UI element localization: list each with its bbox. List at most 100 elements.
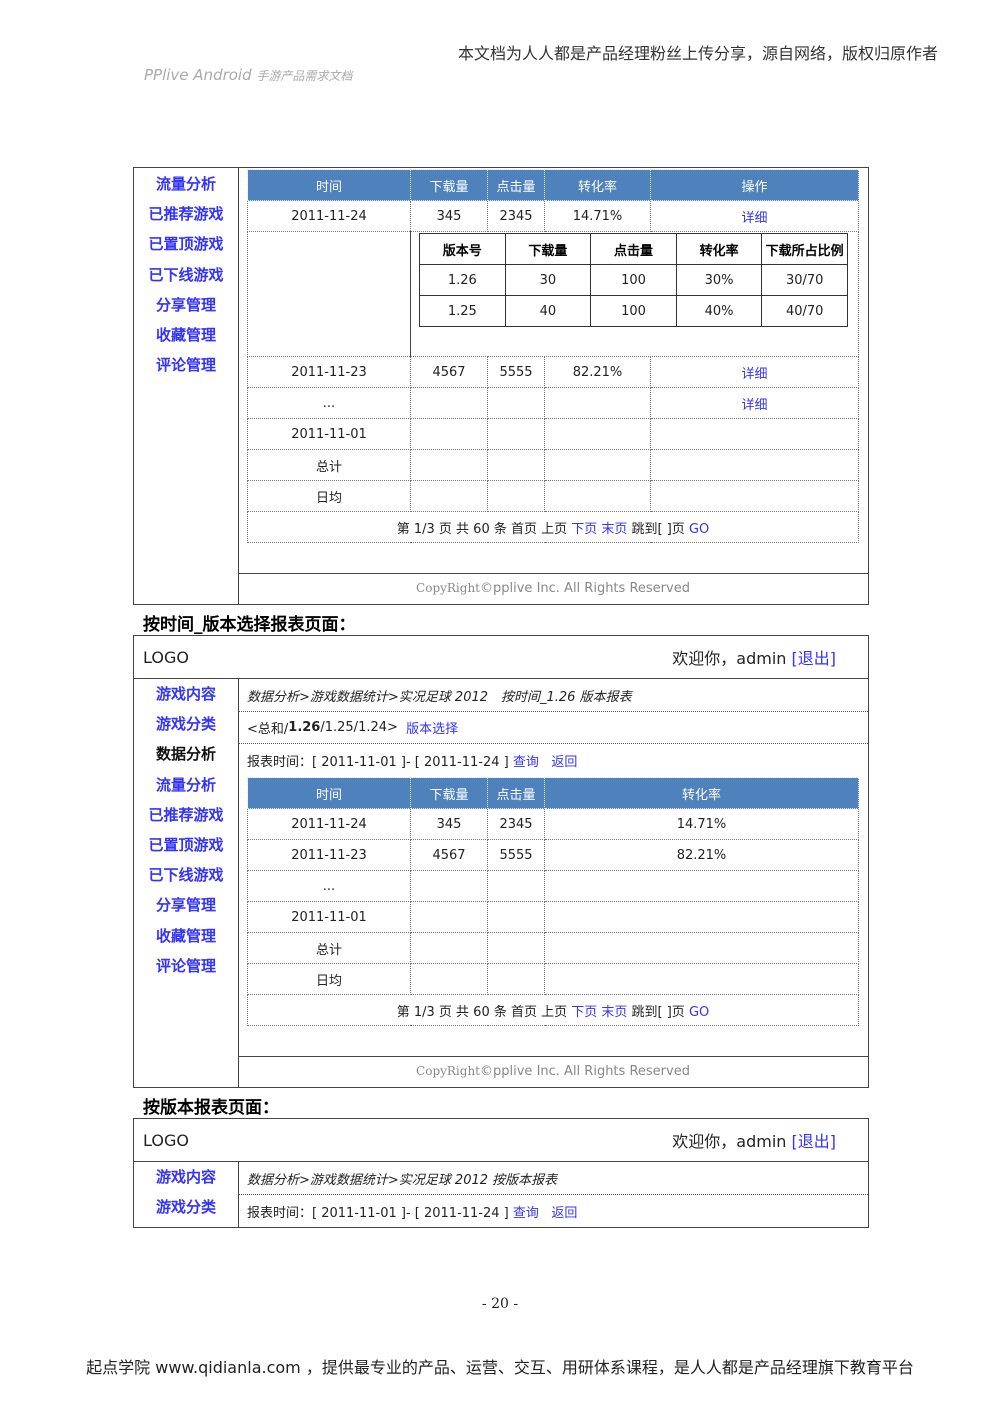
logout-link[interactable]: [退出]	[791, 649, 837, 668]
copyright: CopyRight©pplive Inc. All Rights Reserve…	[416, 1064, 690, 1079]
last-page-link[interactable]: 末页	[601, 521, 632, 537]
table-cell: 14.71%	[544, 808, 859, 840]
table-cell[interactable]: 详细	[650, 356, 859, 388]
logout-link[interactable]: [退出]	[791, 1132, 837, 1151]
table-cell	[487, 418, 545, 450]
version-select-link[interactable]: 版本选择	[406, 722, 459, 737]
sidebar-item[interactable]: 已下线游戏	[148, 866, 224, 885]
table-cell: 40	[504, 295, 592, 327]
table-cell: 日均	[247, 480, 411, 512]
breadcrumb: 数据分析>游戏数据统计>实况足球 2012 按时间_1.26 版本报表	[239, 679, 868, 712]
next-page-link[interactable]: 下页	[571, 521, 602, 537]
sidebar-item[interactable]: 游戏分类	[155, 715, 216, 734]
report-table: 时间 下载量 点击量 转化率 2011-11-24 345 2345 14.71% 2011-1…	[247, 777, 859, 1026]
back-link[interactable]: 返回	[551, 1205, 578, 1221]
table-cell	[410, 963, 488, 995]
table-cell: 4567	[410, 356, 488, 388]
sidebar-item[interactable]: 评论管理	[155, 956, 216, 975]
current-version: 1.26	[288, 720, 321, 735]
jump-input[interactable]: 跳到[ ]页	[631, 521, 689, 537]
table-cell: 82.21%	[544, 356, 651, 388]
go-button[interactable]: GO	[688, 521, 710, 537]
table-cell: 2011-11-23	[247, 839, 411, 871]
sidebar-item[interactable]: 分享管理	[155, 896, 216, 915]
mockup-version-report: LOGO 欢迎你，admin [退出] 游戏内容游戏分类 数据分析>游戏数据统计…	[133, 1118, 869, 1228]
sidebar-item[interactable]: 已下线游戏	[148, 265, 224, 284]
go-button[interactable]: GO	[688, 1004, 710, 1020]
logo: LOGO	[143, 1130, 189, 1150]
back-link[interactable]: 返回	[551, 754, 578, 770]
pagination: 第 1/3 页 共 60 条 首页 上页 下页 末页 跳到[ ]页 GO	[247, 994, 859, 1026]
table-row: 1.26 30 100 30% 30/70	[419, 264, 848, 296]
table-cell[interactable]: 详细	[650, 387, 859, 419]
table-cell	[410, 932, 488, 964]
table-row: ...	[247, 870, 859, 902]
welcome-text: 欢迎你，admin	[672, 1132, 787, 1151]
query-link[interactable]: 查询	[512, 754, 539, 770]
table-cell	[410, 480, 488, 512]
table-cell: 总计	[247, 932, 411, 964]
mockup-time-report: 流量分析已推荐游戏已置顶游戏已下线游戏分享管理收藏管理评论管理 时间 下载量 点击量…	[133, 167, 869, 605]
sidebar-item[interactable]: 评论管理	[155, 356, 216, 375]
table-cell	[544, 418, 651, 450]
jump-input[interactable]: 跳到[ ]页	[631, 1004, 689, 1020]
sidebar-item[interactable]: 分享管理	[155, 295, 216, 314]
table-cell: 40%	[675, 295, 763, 327]
table-cell	[487, 449, 545, 481]
table-cell	[650, 449, 859, 481]
column-header: 下载量	[504, 233, 592, 265]
sidebar-item[interactable]: 已置顶游戏	[148, 235, 224, 254]
table-cell	[544, 963, 859, 995]
sidebar-item[interactable]: 游戏分类	[155, 1198, 216, 1217]
table-row: 2011-11-24 345 2345 14.71%	[247, 808, 859, 840]
sidebar-item[interactable]: 游戏内容	[155, 685, 216, 703]
next-page-link[interactable]: 下页	[571, 1004, 602, 1020]
sidebar-item[interactable]: 数据分析	[155, 745, 216, 764]
table-row: 日均	[247, 963, 859, 995]
top-bar: LOGO 欢迎你，admin [退出]	[134, 1119, 868, 1162]
table-cell: 2345	[487, 808, 545, 840]
doc-title: PPlive Android	[144, 66, 252, 84]
column-header: 下载所占比例	[761, 233, 848, 265]
logo: LOGO	[143, 647, 189, 667]
table-cell	[487, 387, 545, 419]
table-cell	[410, 901, 488, 933]
table-row: 2011-11-23 4567 5555 82.21%	[247, 839, 859, 871]
sidebar-item[interactable]: 流量分析	[155, 775, 216, 794]
table-cell: 100	[590, 264, 677, 296]
table-cell	[487, 963, 545, 995]
table-cell: 1.26	[419, 264, 506, 296]
sidebar-item[interactable]: 已推荐游戏	[148, 205, 224, 224]
report-table: 时间 下载量 点击量 转化率 操作 2011-11-24 345 2345 14.71% 详细 版本…	[247, 169, 859, 543]
table-cell	[410, 870, 488, 902]
copyright: CopyRight©pplive Inc. All Rights Reserve…	[416, 581, 690, 596]
table-cell: 40/70	[761, 295, 848, 327]
table-cell: 30%	[675, 264, 763, 296]
table-cell: 1.25	[419, 295, 506, 327]
table-row: 总计	[247, 449, 859, 481]
table-row: 总计	[247, 932, 859, 964]
table-cell: ...	[247, 870, 411, 902]
top-bar: LOGO 欢迎你，admin [退出]	[134, 636, 868, 679]
table-row: 2011-11-24 345 2345 14.71% 详细	[247, 200, 859, 232]
table-header: 时间 下载量 点击量 转化率 操作	[247, 169, 859, 201]
mockup-version-select: LOGO 欢迎你，admin [退出] 游戏内容游戏分类数据分析流量分析已推荐游…	[133, 635, 869, 1088]
version-bar: <总和/1.26/1.25/1.24> 版本选择	[239, 712, 868, 744]
breadcrumb: 数据分析>游戏数据统计>实况足球 2012 按版本报表	[239, 1162, 868, 1195]
column-header: 转化率	[544, 169, 651, 201]
section-title: 按时间_版本选择报表页面：	[143, 615, 356, 635]
sidebar-item[interactable]: 已置顶游戏	[148, 835, 224, 854]
sidebar-item[interactable]: 收藏管理	[155, 325, 216, 344]
pagination: 第 1/3 页 共 60 条 首页 上页 下页 末页 跳到[ ]页 GO	[247, 511, 859, 543]
table-cell: 14.71%	[544, 200, 651, 232]
table-cell	[544, 932, 859, 964]
sidebar-item[interactable]: 流量分析	[155, 175, 216, 193]
sidebar-item[interactable]: 收藏管理	[155, 926, 216, 945]
table-cell[interactable]: 详细	[650, 200, 859, 232]
last-page-link[interactable]: 末页	[601, 1004, 632, 1020]
sidebar-item[interactable]: 游戏内容	[155, 1168, 216, 1186]
sidebar-item[interactable]: 已推荐游戏	[148, 805, 224, 824]
sidebar: 游戏内容游戏分类数据分析流量分析已推荐游戏已置顶游戏已下线游戏分享管理收藏管理评…	[134, 679, 239, 1087]
query-link[interactable]: 查询	[512, 1205, 539, 1221]
document-title: PPlive Android 手游产品需求文档	[144, 66, 352, 84]
